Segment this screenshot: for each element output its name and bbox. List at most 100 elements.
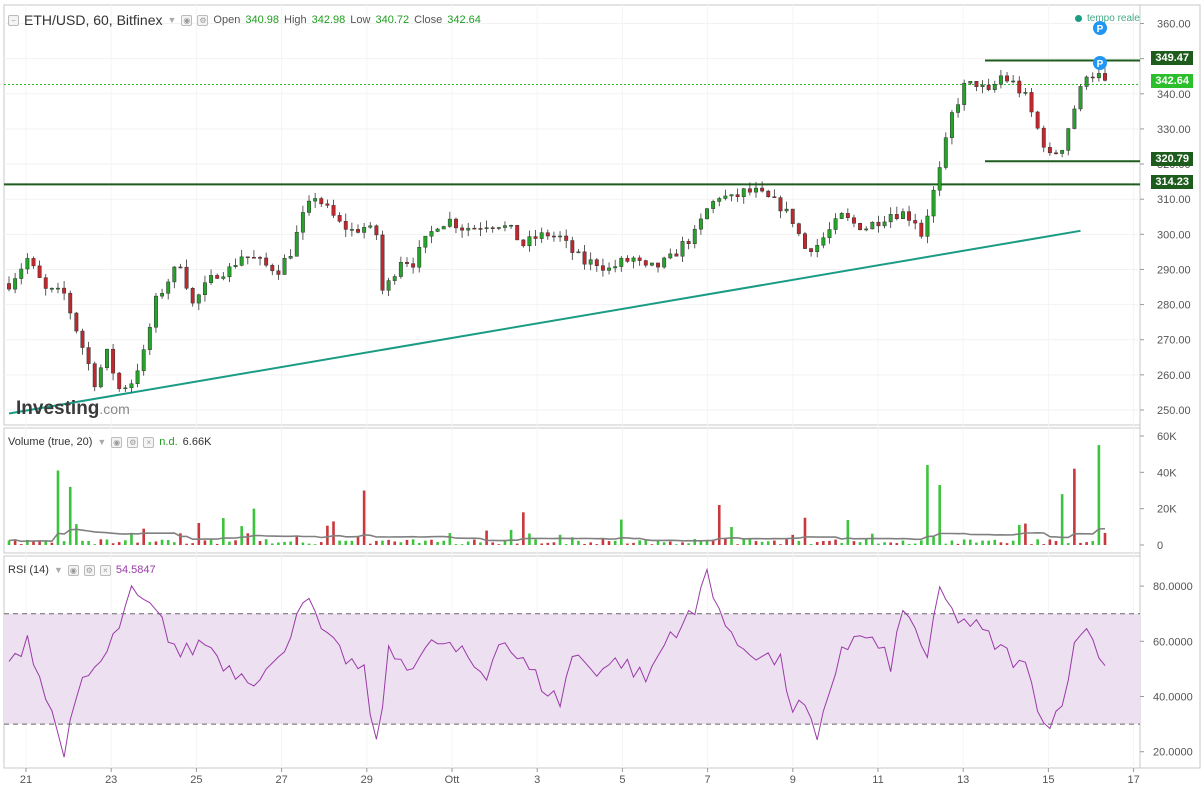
candle-body: [423, 235, 428, 248]
candle-body: [711, 201, 716, 209]
visibility-icon[interactable]: ◉: [111, 436, 123, 448]
visibility-icon[interactable]: ◉: [67, 564, 79, 576]
candle-body: [735, 194, 740, 197]
rsi-band: [4, 613, 1140, 725]
volume-bar: [301, 542, 305, 545]
last-price-label: 342.64: [1151, 74, 1193, 88]
time-tick-label: 9: [790, 774, 796, 786]
volume-bar: [197, 522, 201, 545]
candle-body: [821, 237, 826, 246]
volume-bar: [13, 539, 17, 545]
candle-body: [86, 347, 91, 364]
volume-bar: [846, 520, 850, 545]
candle-body: [588, 259, 593, 265]
volume-bar: [932, 536, 935, 545]
volume-bar: [797, 540, 801, 545]
volume-bar: [558, 534, 562, 545]
volume-bar: [81, 540, 84, 545]
volume-bar: [711, 539, 715, 545]
volume-bar: [356, 536, 360, 545]
candle-body: [215, 275, 220, 279]
rsi-title[interactable]: RSI (14): [8, 564, 49, 576]
volume-bar: [7, 540, 11, 545]
realtime-label: tempo reale: [1087, 13, 1140, 24]
level-label-314: 314.23: [1151, 175, 1193, 189]
settings-icon[interactable]: ⚙: [127, 436, 139, 448]
candle-body: [570, 240, 575, 253]
collapse-icon[interactable]: −: [8, 14, 19, 26]
time-tick-label: 7: [705, 774, 711, 786]
settings-icon[interactable]: ⚙: [83, 564, 95, 576]
volume-bar: [173, 542, 176, 545]
candle-body: [980, 84, 985, 87]
candle-body: [460, 227, 465, 231]
visibility-icon[interactable]: ◉: [181, 14, 193, 26]
candle-body: [637, 257, 642, 261]
volume-bar: [430, 539, 433, 545]
candle-body: [307, 200, 311, 213]
volume-bar: [705, 540, 709, 545]
volume-bar: [1011, 540, 1015, 545]
volume-bar: [160, 539, 164, 545]
volume-bar: [19, 544, 23, 545]
chevron-down-icon[interactable]: ▼: [97, 437, 107, 447]
candle-body: [729, 194, 734, 197]
chevron-down-icon[interactable]: ▼: [53, 565, 63, 575]
volume-bar: [497, 544, 501, 545]
volume-bar: [1042, 544, 1046, 545]
price-tick-label: 300.00: [1157, 229, 1191, 241]
symbol-title[interactable]: ETH/USD, 60, Bitfinex: [24, 12, 163, 28]
candle-body: [49, 287, 54, 290]
volume-bar: [479, 542, 482, 545]
candle-body: [1005, 75, 1009, 82]
volume-bar: [32, 541, 35, 545]
volume-bar: [791, 534, 795, 545]
volume-title[interactable]: Volume (true, 20): [8, 436, 93, 448]
volume-bar: [693, 539, 697, 545]
volume-bar: [252, 508, 256, 545]
close-icon[interactable]: ×: [143, 436, 155, 448]
volume-bar: [515, 543, 519, 545]
volume-bar: [117, 542, 121, 545]
volume-bar: [338, 540, 341, 545]
candle-body: [760, 187, 765, 192]
candle-body: [876, 221, 881, 227]
settings-icon[interactable]: ⚙: [197, 14, 209, 26]
volume-bar: [999, 542, 1003, 545]
volume-bar: [442, 540, 446, 545]
volume-bar: [240, 526, 243, 545]
candle-body: [1041, 127, 1046, 148]
volume-bar: [993, 539, 997, 545]
candle-body: [564, 235, 569, 241]
candle-body: [337, 215, 342, 222]
chevron-down-icon[interactable]: ▼: [167, 15, 177, 25]
volume-bar: [295, 535, 299, 545]
volume-bar: [93, 544, 97, 545]
volume-bar: [1079, 542, 1082, 545]
volume-bar: [399, 542, 403, 545]
volume-bar: [552, 542, 556, 545]
price-tick-label: 260.00: [1157, 370, 1191, 382]
volume-bar: [215, 543, 219, 545]
volume-bar: [375, 540, 378, 545]
close-icon[interactable]: ×: [99, 564, 111, 576]
candle-body: [852, 217, 856, 224]
volume-bar: [142, 528, 146, 545]
volume-bar: [828, 540, 831, 545]
time-tick-label: 29: [361, 774, 373, 786]
p-marker-label: P: [1097, 59, 1104, 70]
candle-body: [900, 211, 905, 219]
volume-bar: [834, 539, 837, 545]
candle-body: [349, 229, 354, 231]
candle-body: [484, 227, 489, 229]
logo-text: Investing: [16, 398, 100, 419]
candle-body: [447, 218, 452, 227]
status-dot-icon: [1075, 15, 1082, 22]
candle-body: [882, 221, 887, 227]
volume-bar: [362, 490, 366, 545]
candle-body: [282, 258, 287, 275]
candle-body: [533, 236, 538, 239]
volume-bar: [1060, 494, 1064, 545]
